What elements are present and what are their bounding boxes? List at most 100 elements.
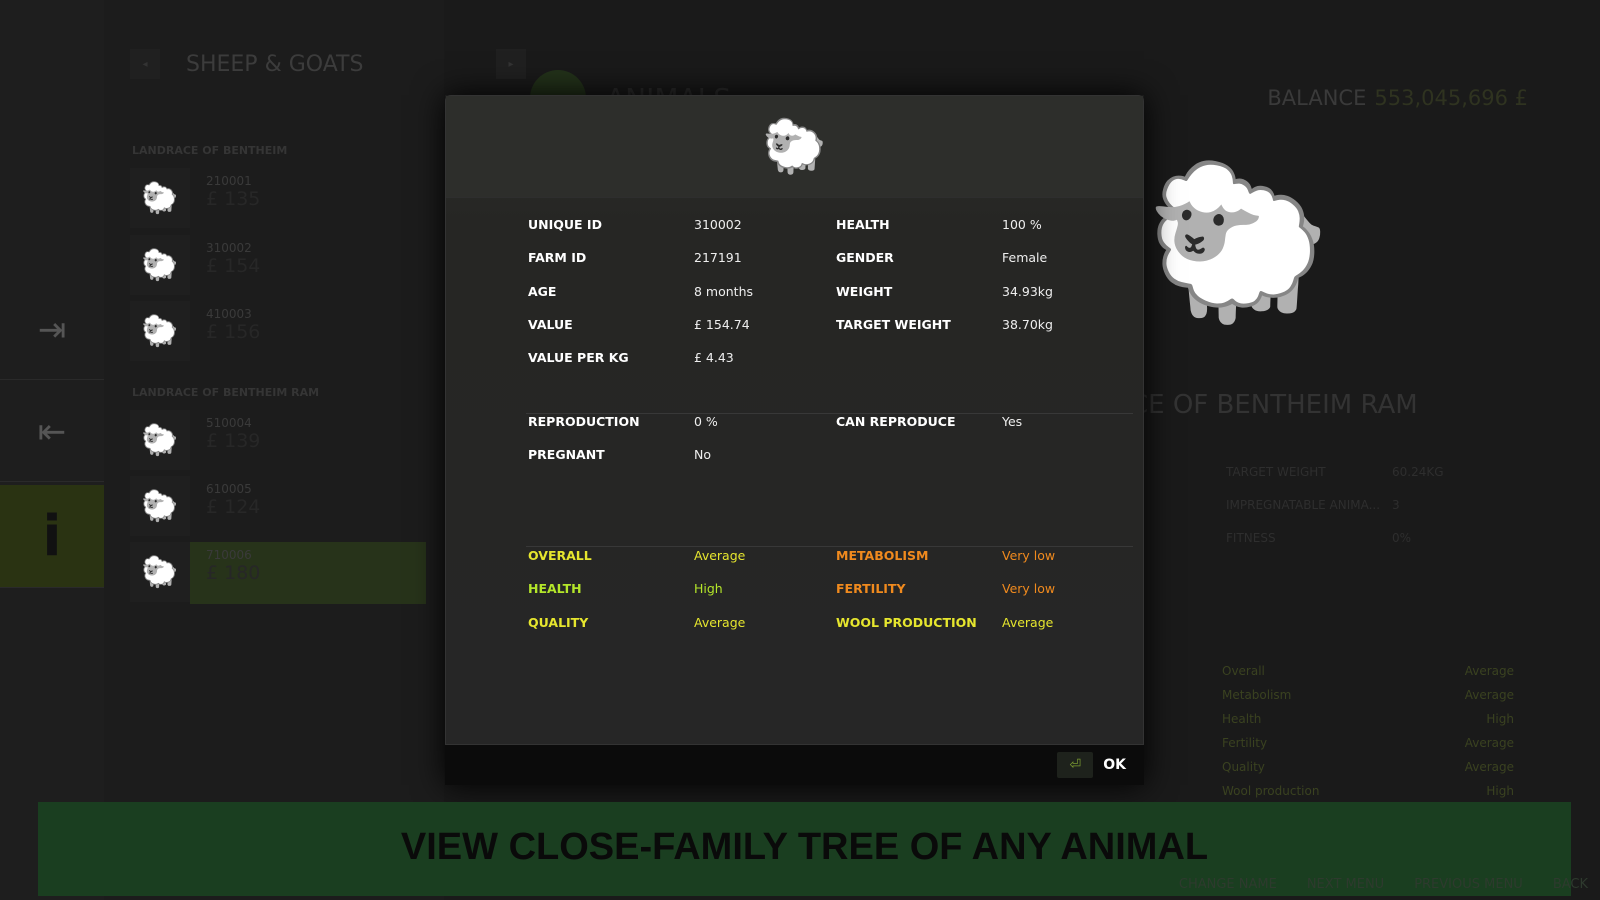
sheep-icon: 🐑 bbox=[130, 542, 190, 602]
trait-label: Quality bbox=[1222, 760, 1265, 774]
sheep-icon: 🐑 bbox=[130, 168, 190, 228]
animal-value: £ 180 bbox=[206, 562, 261, 584]
stat-label: WEIGHT bbox=[836, 283, 893, 299]
stat-value: 60.24KG bbox=[1392, 465, 1444, 479]
stat-label: FERTILITY bbox=[836, 581, 906, 597]
list-title: SHEEP & GOATS bbox=[186, 51, 364, 77]
stat-label: WOOL PRODUCTION bbox=[836, 614, 977, 630]
enter-key-icon: ⏎ bbox=[1057, 752, 1094, 778]
hint-change-name[interactable]: CHANGE NAME bbox=[1178, 877, 1277, 892]
sheep-icon: 🐑 bbox=[130, 410, 190, 470]
stat-label: CAN REPRODUCE bbox=[836, 414, 956, 429]
next-category-button[interactable]: ▸ bbox=[496, 49, 526, 79]
stat-value: 38.70kg bbox=[1002, 316, 1053, 332]
trait-row: Wool production High bbox=[1222, 784, 1514, 799]
move-out-button[interactable]: ⇤ bbox=[0, 382, 104, 482]
animal-id: 310002 bbox=[206, 241, 252, 255]
trait-value: High bbox=[1486, 784, 1514, 798]
breed-title: CE OF BENTHEIM RAM bbox=[1130, 390, 1418, 420]
animal-id: 510004 bbox=[206, 416, 252, 430]
animal-id: 410003 bbox=[206, 307, 252, 321]
stat-value: 8 months bbox=[694, 283, 754, 299]
stat-label: IMPREGNATABLE ANIMA... bbox=[1226, 498, 1381, 512]
group-label: LANDRACE OF BENTHEIM RAM bbox=[132, 386, 320, 399]
animal-value: £ 154 bbox=[206, 255, 261, 277]
stat-label: PREGNANT bbox=[528, 447, 605, 463]
list-item[interactable]: 🐑 210001 £ 135 bbox=[130, 168, 400, 230]
stat-label: FITNESS bbox=[1226, 531, 1276, 545]
list-header: ◂ SHEEP & GOATS ▸ bbox=[130, 45, 526, 83]
stat-value: 217191 bbox=[694, 250, 742, 266]
detail-stat: TARGET WEIGHT 60.24KG bbox=[1226, 465, 1444, 479]
animal-info-dialog: 🐑 UNIQUE ID 310002 HEALTH 100 % FARM ID 21719… bbox=[445, 95, 1144, 785]
list-item[interactable]: 🐑 410003 £ 156 bbox=[130, 301, 400, 363]
stat-value: Female bbox=[1002, 250, 1048, 266]
stat-label: GENDER bbox=[836, 250, 894, 266]
animal-list-panel: ◂ SHEEP & GOATS ▸ LANDRACE OF BENTHEIM 🐑… bbox=[104, 0, 526, 900]
dialog-footer: ⏎ OK bbox=[445, 745, 1144, 785]
trait-label: Health bbox=[1222, 712, 1262, 726]
hint-previous-menu[interactable]: PREVIOUS MENU bbox=[1414, 877, 1523, 892]
hint-next-menu[interactable]: NEXT MENU bbox=[1306, 877, 1385, 892]
balance-label: BALANCE bbox=[1267, 86, 1367, 110]
trait-label: Overall bbox=[1222, 664, 1265, 678]
caption-banner: VIEW CLOSE-FAMILY TREE OF ANY ANIMAL bbox=[38, 802, 1571, 896]
trait-label: Fertility bbox=[1222, 736, 1268, 750]
stat-value: Very low bbox=[1002, 548, 1056, 563]
trait-value: Average bbox=[1464, 760, 1514, 774]
trait-value: High bbox=[1486, 712, 1514, 726]
list-item-selected[interactable]: 🐑 710006 £ 180 bbox=[130, 542, 426, 604]
trait-row: Quality Average bbox=[1222, 760, 1514, 775]
ok-button[interactable]: OK bbox=[1103, 757, 1126, 773]
stat-label: VALUE PER KG bbox=[528, 350, 629, 366]
sheep-icon: 🐑 bbox=[130, 235, 190, 295]
sheep-icon: 🐑 bbox=[130, 301, 190, 361]
sheep-preview-image: 🐑 bbox=[1145, 156, 1332, 330]
trait-label: Metabolism bbox=[1222, 688, 1292, 702]
trait-value: Average bbox=[1464, 664, 1514, 678]
stat-value: £ 154.74 bbox=[694, 316, 750, 332]
animal-id: 610005 bbox=[206, 482, 252, 496]
stat-label: METABOLISM bbox=[836, 548, 929, 563]
trait-value: Average bbox=[1464, 688, 1514, 702]
trait-row: Fertility Average bbox=[1222, 736, 1514, 751]
info-icon: i bbox=[42, 503, 62, 569]
animal-id: 710006 bbox=[206, 548, 252, 562]
stat-value: Yes bbox=[1002, 414, 1023, 429]
group-label: LANDRACE OF BENTHEIM bbox=[132, 144, 288, 157]
animal-id: 210001 bbox=[206, 174, 252, 188]
stat-value: Average bbox=[1002, 614, 1054, 630]
stat-value: 100 % bbox=[1002, 217, 1042, 232]
key-hints: CHANGE NAME NEXT MENU PREVIOUS MENU BACK bbox=[1179, 877, 1588, 892]
stat-label: UNIQUE ID bbox=[528, 217, 602, 232]
detail-stat: IMPREGNATABLE ANIMA... 3 bbox=[1226, 498, 1400, 512]
list-item[interactable]: 🐑 610005 £ 124 bbox=[130, 476, 400, 538]
balance-value: 553,045,696 £ bbox=[1374, 86, 1528, 110]
stat-value: 0% bbox=[1392, 531, 1412, 545]
hint-back[interactable]: BACK bbox=[1552, 877, 1588, 892]
trait-label: Wool production bbox=[1222, 784, 1320, 798]
info-button[interactable]: i bbox=[0, 485, 104, 588]
exit-icon: ⇤ bbox=[37, 411, 67, 452]
list-item[interactable]: 🐑 310002 £ 154 bbox=[130, 235, 400, 297]
stat-value: 310002 bbox=[694, 217, 742, 232]
stat-label: QUALITY bbox=[528, 614, 589, 630]
stat-label: OVERALL bbox=[528, 548, 592, 563]
stat-label: HEALTH bbox=[836, 217, 890, 232]
caption-text: VIEW CLOSE-FAMILY TREE OF ANY ANIMAL bbox=[400, 825, 1209, 868]
balance: BALANCE 553,045,696 £ bbox=[1267, 86, 1528, 110]
stat-label: AGE bbox=[528, 283, 557, 299]
animal-value: £ 135 bbox=[206, 188, 261, 210]
sheep-icon: 🐑 bbox=[130, 476, 190, 536]
stat-label: HEALTH bbox=[528, 581, 582, 597]
animal-value: £ 139 bbox=[206, 430, 261, 452]
divider bbox=[526, 413, 1133, 414]
stat-label: TARGET WEIGHT bbox=[836, 316, 951, 332]
stat-label: REPRODUCTION bbox=[528, 414, 640, 429]
prev-category-button[interactable]: ◂ bbox=[130, 49, 160, 79]
animal-value: £ 124 bbox=[206, 496, 261, 518]
stat-label: VALUE bbox=[528, 316, 573, 332]
dialog-body: 🐑 UNIQUE ID 310002 HEALTH 100 % FARM ID 21719… bbox=[445, 95, 1144, 745]
list-item[interactable]: 🐑 510004 £ 139 bbox=[130, 410, 400, 472]
move-in-button[interactable]: ⇥ bbox=[0, 280, 104, 380]
